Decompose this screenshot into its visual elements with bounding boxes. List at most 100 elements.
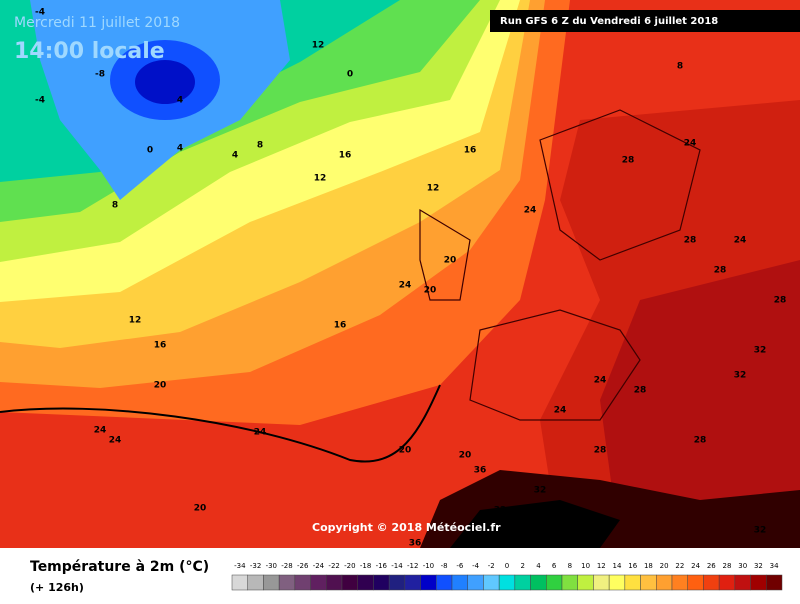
contour-label: 8 bbox=[112, 201, 118, 211]
contour-label: 36 bbox=[409, 539, 422, 549]
contour-label: 40 bbox=[539, 536, 552, 546]
legend-swatch bbox=[640, 574, 657, 591]
legend-label: -4 bbox=[472, 562, 480, 570]
coastline bbox=[419, 109, 701, 421]
legend-label: -8 bbox=[441, 562, 448, 570]
contour-label: 20 bbox=[194, 504, 207, 514]
legend-label: 10 bbox=[581, 562, 590, 570]
legend-label: 18 bbox=[644, 562, 653, 570]
legend-swatch bbox=[671, 574, 688, 591]
contour-label: 16 bbox=[464, 146, 477, 156]
legend-swatch bbox=[656, 574, 673, 591]
legend-label: -18 bbox=[360, 562, 371, 570]
contour-label: 28 bbox=[694, 436, 707, 446]
legend-swatch bbox=[734, 574, 751, 591]
legend-label: -26 bbox=[297, 562, 309, 570]
legend-swatch bbox=[766, 574, 783, 591]
copyright: Copyright © 2018 Météociel.fr bbox=[312, 521, 501, 534]
legend-swatch bbox=[467, 574, 484, 591]
sahara-core bbox=[450, 500, 620, 548]
legend-swatch bbox=[546, 574, 563, 591]
legend-label: 32 bbox=[754, 562, 763, 570]
legend-swatch bbox=[404, 574, 421, 591]
legend-title: Température à 2m (°C) bbox=[30, 559, 209, 575]
run-box bbox=[490, 10, 800, 32]
legend-label: 20 bbox=[660, 562, 669, 570]
contour-label: 8 bbox=[677, 62, 683, 72]
contour-label: 24 bbox=[554, 406, 567, 416]
contour-label: 32 bbox=[534, 486, 547, 496]
legend-swatch bbox=[436, 574, 453, 591]
legend-label: 34 bbox=[770, 562, 779, 570]
time: 14:00 locale bbox=[14, 39, 165, 64]
contour-label: 36 bbox=[534, 531, 547, 541]
contour-label: 12 bbox=[129, 316, 142, 326]
legend-swatch bbox=[326, 574, 343, 591]
contour-label: 32 bbox=[734, 371, 747, 381]
contour-label: 24 bbox=[684, 139, 697, 149]
legend-label: -12 bbox=[407, 562, 418, 570]
legend-label: 28 bbox=[723, 562, 732, 570]
legend-label: -34 bbox=[234, 562, 246, 570]
legend-swatch bbox=[718, 574, 736, 591]
legend-label: -2 bbox=[488, 562, 495, 570]
contour-label: 32 bbox=[754, 526, 767, 536]
legend-swatch bbox=[561, 574, 578, 591]
contour-label: 0 bbox=[347, 70, 353, 80]
legend-label: -32 bbox=[250, 562, 261, 570]
legend-label: 6 bbox=[552, 562, 557, 570]
legend-swatch bbox=[750, 574, 767, 591]
legend-swatch bbox=[608, 574, 626, 591]
contour-label: 36 bbox=[474, 466, 487, 476]
legend-swatch bbox=[263, 574, 280, 591]
legend-label: 26 bbox=[707, 562, 716, 570]
greenland-core bbox=[135, 60, 195, 104]
contour-label: 32 bbox=[754, 346, 767, 356]
legend-swatch bbox=[451, 574, 468, 591]
contour-label: 16 bbox=[154, 341, 167, 351]
legend-label: -24 bbox=[313, 562, 325, 570]
contour-label: 4 bbox=[177, 144, 183, 154]
contour-label: 28 bbox=[684, 236, 697, 246]
contour-label: 12 bbox=[312, 41, 325, 51]
contour-label: 16 bbox=[334, 321, 347, 331]
contour-label: 24 bbox=[109, 436, 122, 446]
legend-label: 22 bbox=[675, 562, 684, 570]
legend-label: -30 bbox=[266, 562, 277, 570]
legend-swatch bbox=[577, 574, 594, 591]
legend-label: 24 bbox=[691, 562, 700, 570]
contour-label: 4 bbox=[232, 151, 238, 161]
contour-label: 24 bbox=[254, 428, 267, 438]
contour-label: -4 bbox=[35, 96, 45, 106]
legend-label: -10 bbox=[423, 562, 434, 570]
legend-label: -22 bbox=[328, 562, 339, 570]
contour-label: 20 bbox=[399, 446, 412, 456]
date: Mercredi 11 juillet 2018 bbox=[14, 15, 180, 31]
contour-label: 28 bbox=[594, 446, 607, 456]
legend-label: -14 bbox=[391, 562, 403, 570]
legend-swatch bbox=[247, 574, 264, 591]
legend-label: 4 bbox=[536, 562, 541, 570]
legend-swatch bbox=[231, 574, 248, 591]
legend-swatch bbox=[373, 574, 390, 591]
legend-label: 14 bbox=[613, 562, 622, 570]
legend-swatch bbox=[388, 574, 406, 591]
contour-label: 8 bbox=[257, 141, 263, 151]
legend-swatch bbox=[593, 574, 610, 591]
contour-label: 4 bbox=[177, 96, 183, 106]
contour-label: 28 bbox=[634, 386, 647, 396]
legend-swatch bbox=[530, 574, 547, 591]
legend-swatch bbox=[514, 574, 531, 591]
legend-label: -6 bbox=[456, 562, 464, 570]
contour-label: 12 bbox=[314, 174, 327, 184]
contour-label: 24 bbox=[94, 426, 107, 436]
contour-label: 24 bbox=[734, 236, 747, 246]
legend-swatch bbox=[703, 574, 720, 591]
contour-label: 20 bbox=[154, 381, 167, 391]
legend-label: 8 bbox=[568, 562, 572, 570]
contour-label: 24 bbox=[594, 376, 607, 386]
contour-label: 32 bbox=[494, 506, 507, 516]
legend-swatch bbox=[357, 574, 374, 591]
legend-label: 12 bbox=[597, 562, 606, 570]
